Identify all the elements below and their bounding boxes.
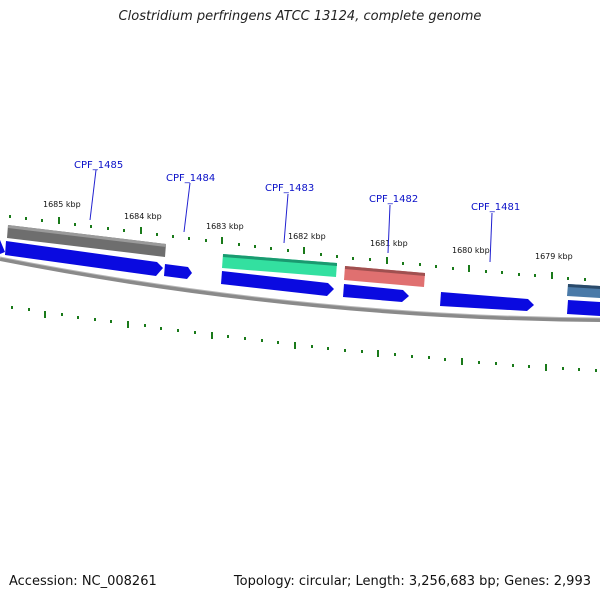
cds-arrow [221, 271, 334, 296]
kbp-label: 1685 kbp [43, 200, 81, 209]
kbp-label: 1680 kbp [452, 246, 490, 255]
cds-arrow [5, 241, 163, 276]
genome-summary: Topology: circular; Length: 3,256,683 bp… [233, 574, 591, 589]
cds-arrow [440, 292, 534, 311]
kbp-label: 1682 kbp [288, 232, 326, 241]
gene-label: CPF_1481 [471, 202, 520, 213]
gene-labels: CPF_1485 CPF_1484 CPF_1483 CPF_1482 CPF_… [74, 160, 520, 213]
kbp-label: 1679 kbp [535, 252, 573, 261]
gene-label: CPF_1483 [265, 183, 314, 194]
feature-green [222, 254, 337, 277]
gene-leaders [89, 169, 493, 263]
feature-track [7, 225, 600, 298]
upper-tick-row [9, 215, 586, 281]
cds-track [0, 240, 600, 316]
lower-tick-row [11, 306, 597, 372]
cds-arrow [0, 240, 5, 254]
gene-label: CPF_1482 [369, 194, 418, 205]
map-title: Clostridium perfringens ATCC 13124, comp… [118, 9, 482, 24]
kbp-label: 1683 kbp [206, 222, 244, 231]
cds-arrow [343, 284, 409, 302]
feature-gray [7, 225, 166, 257]
gene-label: CPF_1484 [166, 173, 215, 184]
cds-arrow [164, 264, 192, 279]
accession-text: Accession: NC_008261 [9, 574, 157, 589]
gene-label: CPF_1485 [74, 160, 123, 171]
kbp-label: 1684 kbp [124, 212, 162, 221]
cds-arrow [567, 300, 600, 316]
genome-backbone [0, 257, 600, 322]
